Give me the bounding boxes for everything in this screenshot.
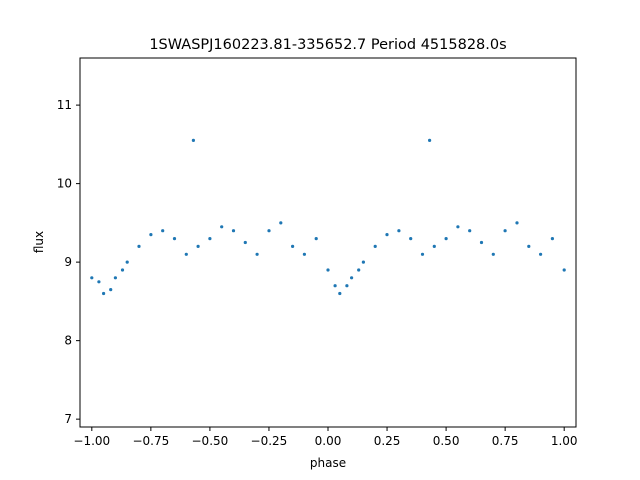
data-point bbox=[120, 268, 125, 272]
data-point bbox=[515, 221, 519, 225]
data-point bbox=[208, 237, 212, 241]
data-point bbox=[468, 229, 472, 233]
y-tick-label: 7 bbox=[64, 412, 72, 426]
data-point bbox=[385, 233, 389, 237]
data-point bbox=[333, 284, 337, 288]
x-tick-label: −0.50 bbox=[192, 434, 229, 448]
y-tick-label: 9 bbox=[64, 255, 72, 269]
data-point bbox=[255, 252, 259, 256]
y-axis-label: flux bbox=[32, 231, 46, 253]
data-point bbox=[432, 244, 436, 248]
data-point bbox=[231, 229, 236, 233]
data-point bbox=[527, 244, 531, 248]
data-point bbox=[113, 276, 117, 280]
data-point bbox=[444, 237, 448, 241]
data-point bbox=[109, 288, 113, 292]
x-tick-label: 0.25 bbox=[374, 434, 401, 448]
data-point bbox=[428, 138, 432, 142]
x-tick-label: 1.00 bbox=[551, 434, 578, 448]
data-point bbox=[420, 252, 425, 256]
data-point bbox=[267, 229, 271, 233]
data-point bbox=[338, 291, 342, 296]
data-point bbox=[279, 221, 283, 225]
x-tick-label: 0.75 bbox=[492, 434, 519, 448]
data-point bbox=[196, 244, 200, 248]
data-point bbox=[302, 252, 306, 256]
data-point bbox=[191, 138, 195, 142]
data-point bbox=[291, 244, 295, 248]
x-tick-label: −0.25 bbox=[251, 434, 288, 448]
x-axis-label: phase bbox=[310, 456, 346, 470]
data-point bbox=[161, 229, 165, 233]
data-point bbox=[137, 244, 141, 248]
y-tick-label: 10 bbox=[57, 177, 72, 191]
data-point bbox=[562, 268, 566, 272]
data-point bbox=[397, 229, 401, 233]
y-tick-label: 11 bbox=[57, 98, 72, 112]
chart-title: 1SWASPJ160223.81-335652.7 Period 4515828… bbox=[149, 37, 506, 53]
data-point bbox=[184, 252, 188, 256]
y-axis-ticks: 7 8 9 10 11 bbox=[57, 98, 80, 426]
data-point bbox=[479, 240, 484, 245]
data-point bbox=[125, 260, 129, 264]
data-point bbox=[373, 244, 377, 248]
data-point bbox=[172, 237, 177, 241]
data-point bbox=[357, 268, 361, 272]
y-tick-label: 8 bbox=[64, 334, 72, 348]
x-tick-label: 0.50 bbox=[433, 434, 460, 448]
data-point bbox=[456, 225, 460, 229]
scatter-points bbox=[90, 138, 566, 296]
x-axis-ticks: −1.00 −0.75 −0.50 −0.25 0.00 0.25 0.50 0.75 1.00 bbox=[73, 427, 578, 448]
data-point bbox=[149, 233, 153, 237]
data-point bbox=[503, 229, 507, 233]
data-point bbox=[491, 252, 495, 256]
x-tick-label: −1.00 bbox=[73, 434, 110, 448]
x-tick-label: 0.00 bbox=[315, 434, 342, 448]
data-point bbox=[90, 276, 94, 280]
data-point bbox=[102, 291, 106, 296]
data-point bbox=[314, 237, 318, 241]
data-point bbox=[243, 240, 247, 245]
data-point bbox=[409, 237, 413, 241]
data-point bbox=[220, 225, 224, 229]
data-point bbox=[326, 268, 330, 272]
data-point bbox=[350, 276, 354, 280]
data-point bbox=[539, 252, 543, 256]
data-point bbox=[345, 284, 349, 288]
data-point bbox=[97, 280, 101, 284]
x-tick-label: −0.75 bbox=[132, 434, 169, 448]
data-point bbox=[361, 260, 365, 264]
data-point bbox=[550, 237, 555, 241]
